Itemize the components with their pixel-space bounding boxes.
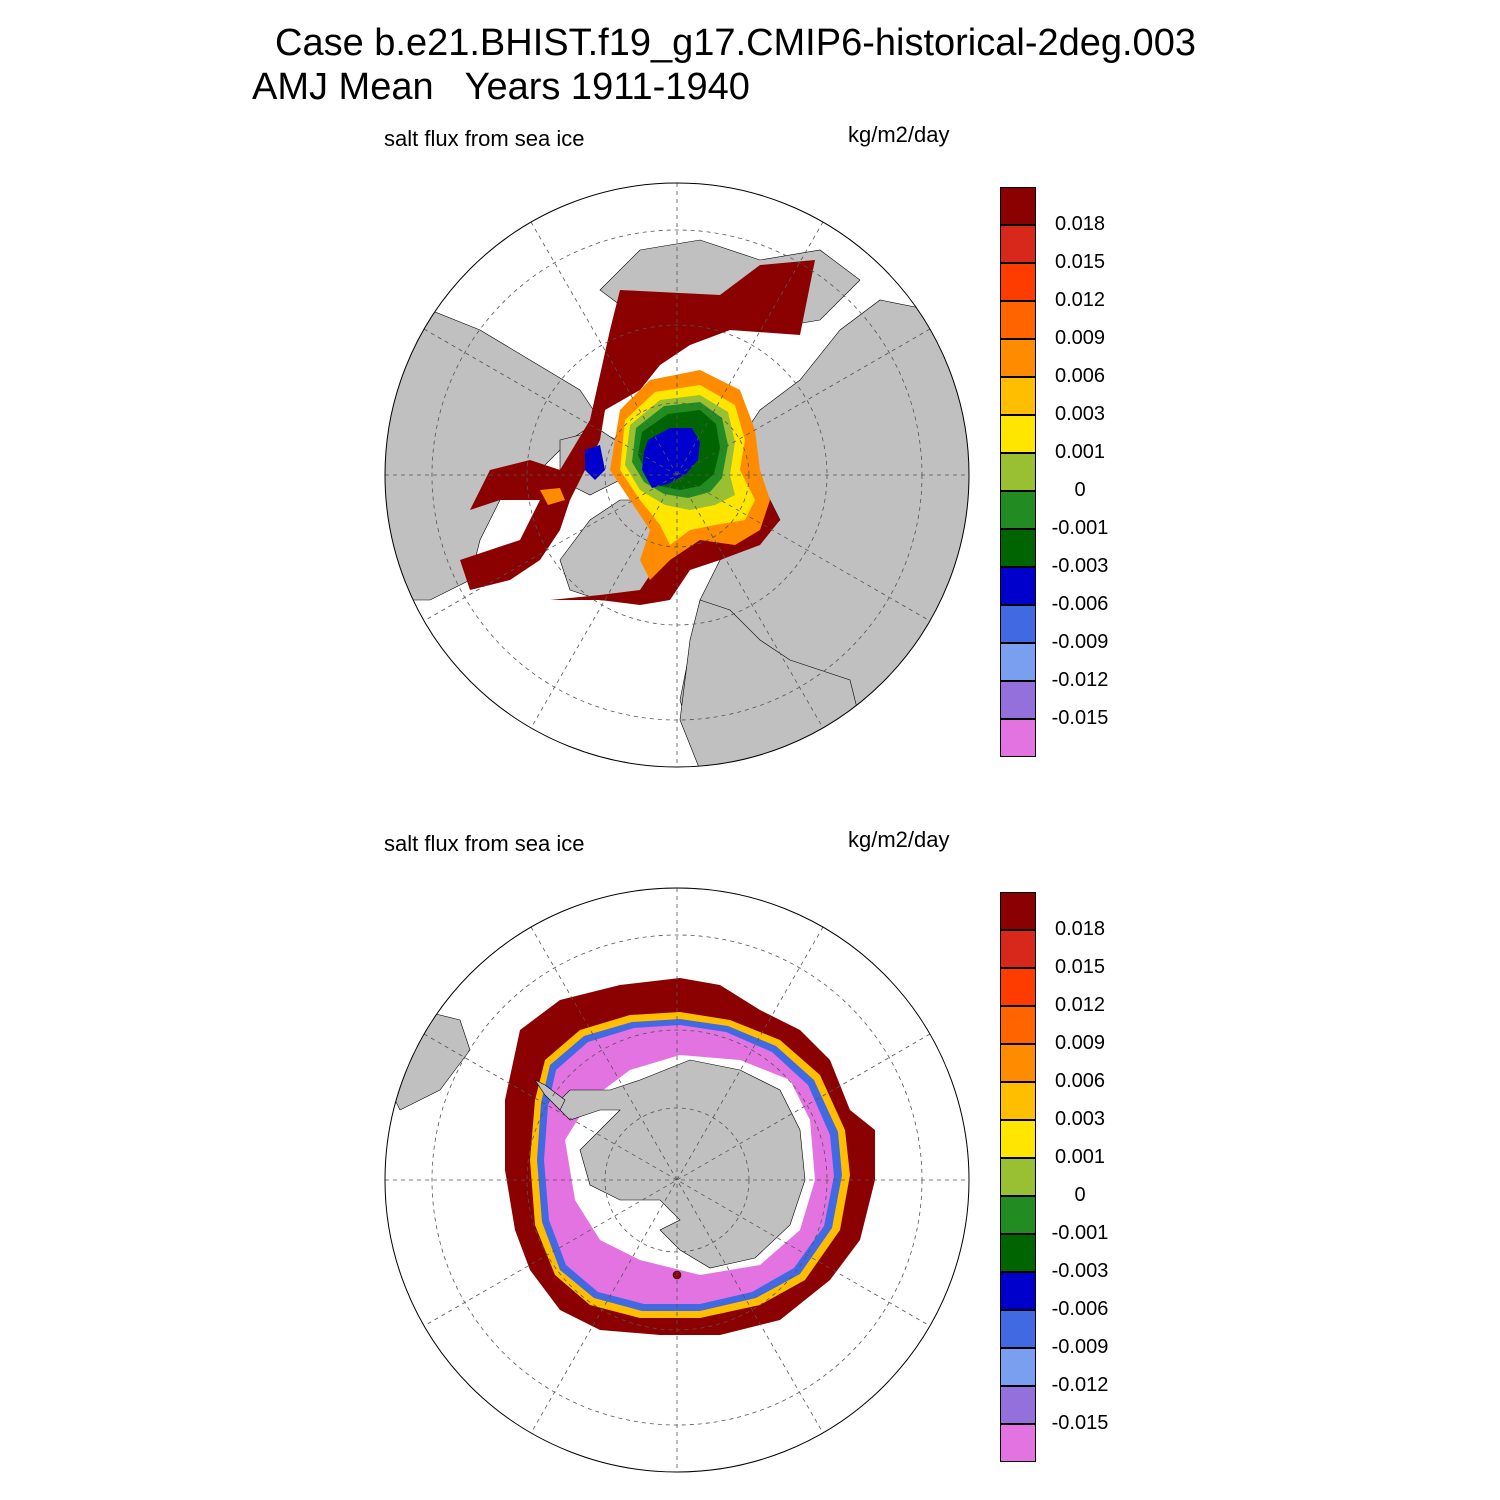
south-colorbar-tick-label: 0.001 bbox=[1054, 1146, 1106, 1168]
south-colorbar-swatch bbox=[1000, 1272, 1036, 1310]
north-panel-units-label: kg/m2/day bbox=[848, 122, 950, 147]
south-colorbar-swatch bbox=[1000, 1310, 1036, 1348]
north-colorbar-swatch bbox=[1000, 719, 1036, 757]
south-colorbar-swatch bbox=[1000, 1158, 1036, 1196]
south-colorbar-tick-label: 0.012 bbox=[1054, 994, 1106, 1016]
south-colorbar-tick-label: -0.003 bbox=[1051, 1260, 1109, 1282]
south-colorbar-swatch bbox=[1000, 1044, 1036, 1082]
north-colorbar-tick-label: 0.012 bbox=[1054, 289, 1106, 311]
north-colorbar-swatch bbox=[1000, 567, 1036, 605]
north-colorbar-tick-label: -0.009 bbox=[1051, 631, 1109, 653]
south-colorbar-tick-label: 0.015 bbox=[1054, 956, 1106, 978]
north-field-orange-hudson bbox=[540, 488, 565, 505]
north-colorbar-tick-label: -0.003 bbox=[1051, 555, 1109, 577]
north-colorbar-swatch bbox=[1000, 263, 1036, 301]
europe-landmass bbox=[679, 599, 861, 767]
north-colorbar-swatch bbox=[1000, 643, 1036, 681]
north-colorbar-tick-label: -0.001 bbox=[1051, 517, 1109, 539]
south-colorbar-tick-label: 0 bbox=[1074, 1184, 1086, 1206]
north-colorbar-swatch bbox=[1000, 605, 1036, 643]
south-colorbar-tick-label: 0.018 bbox=[1054, 918, 1106, 940]
north-colorbar-tick-label: 0.015 bbox=[1054, 251, 1106, 273]
north-colorbar-swatch bbox=[1000, 377, 1036, 415]
north-colorbar-tick-label: 0.003 bbox=[1054, 403, 1106, 425]
north-colorbar-tick-label: 0.018 bbox=[1054, 213, 1106, 235]
north-polar-map bbox=[385, 183, 969, 767]
south-colorbar-swatch bbox=[1000, 1348, 1036, 1386]
south-colorbar-tick-label: -0.012 bbox=[1051, 1374, 1109, 1396]
north-colorbar-swatch bbox=[1000, 225, 1036, 263]
south-colorbar-swatch bbox=[1000, 968, 1036, 1006]
south-colorbar-swatch bbox=[1000, 1006, 1036, 1044]
south-colorbar-tick-label: -0.006 bbox=[1051, 1298, 1109, 1320]
south-colorbar-tick-label: -0.009 bbox=[1051, 1336, 1109, 1358]
north-field-blue bbox=[642, 428, 700, 488]
south-colorbar-swatch bbox=[1000, 1386, 1036, 1424]
north-colorbar-swatch bbox=[1000, 301, 1036, 339]
north-colorbar-tick-label: -0.006 bbox=[1051, 593, 1109, 615]
north-field-blue-strait bbox=[585, 445, 605, 480]
north-colorbar-tick-label: 0.001 bbox=[1054, 441, 1106, 463]
south-polar-map bbox=[385, 888, 969, 1472]
north-field-dark-red bbox=[460, 260, 815, 590]
south-colorbar-tick-label: -0.001 bbox=[1051, 1222, 1109, 1244]
north-america-landmass bbox=[385, 309, 601, 601]
north-colorbar-swatch bbox=[1000, 415, 1036, 453]
north-graticule bbox=[385, 183, 969, 767]
south-colorbar-swatch bbox=[1000, 1082, 1036, 1120]
south-panel-units-label: kg/m2/day bbox=[848, 827, 950, 852]
north-colorbar-swatch bbox=[1000, 453, 1036, 491]
south-colorbar-swatch bbox=[1000, 892, 1036, 930]
north-colorbar-tick-label: 0.009 bbox=[1054, 327, 1106, 349]
south-colorbar-tick-label: 0.003 bbox=[1054, 1108, 1106, 1130]
antarctica-landmass bbox=[554, 1059, 806, 1269]
north-panel-variable-label: salt flux from sea ice bbox=[384, 126, 585, 151]
south-graticule bbox=[385, 888, 969, 1472]
south-colorbar-swatch bbox=[1000, 1424, 1036, 1462]
south-colorbar-swatch bbox=[1000, 930, 1036, 968]
north-colorbar-tick-label: -0.015 bbox=[1051, 707, 1109, 729]
south-colorbar-swatch bbox=[1000, 1234, 1036, 1272]
north-colorbar-swatch bbox=[1000, 529, 1036, 567]
north-colorbar-swatch bbox=[1000, 681, 1036, 719]
north-colorbar-swatch bbox=[1000, 491, 1036, 529]
south-colorbar-tick-label: 0.006 bbox=[1054, 1070, 1106, 1092]
north-colorbar-tick-label: 0 bbox=[1074, 479, 1086, 501]
south-map-border bbox=[384, 887, 970, 1473]
figure-title-case: Case b.e21.BHIST.f19_g17.CMIP6-historica… bbox=[275, 22, 1196, 64]
antarctic-peninsula bbox=[534, 1079, 566, 1111]
south-colorbar-swatch bbox=[1000, 1196, 1036, 1234]
south-colorbar-tick-label: -0.015 bbox=[1051, 1412, 1109, 1434]
north-colorbar-tick-label: 0.006 bbox=[1054, 365, 1106, 387]
south-colorbar-swatch bbox=[1000, 1120, 1036, 1158]
south-panel-variable-label: salt flux from sea ice bbox=[384, 831, 585, 856]
north-colorbar-swatch bbox=[1000, 187, 1036, 225]
south-colorbar-tick-label: 0.009 bbox=[1054, 1032, 1106, 1054]
north-colorbar-tick-label: -0.012 bbox=[1051, 669, 1109, 691]
north-colorbar-swatch bbox=[1000, 339, 1036, 377]
figure-title-period: AMJ Mean Years 1911-1940 bbox=[252, 66, 750, 108]
north-map-border bbox=[384, 182, 970, 768]
